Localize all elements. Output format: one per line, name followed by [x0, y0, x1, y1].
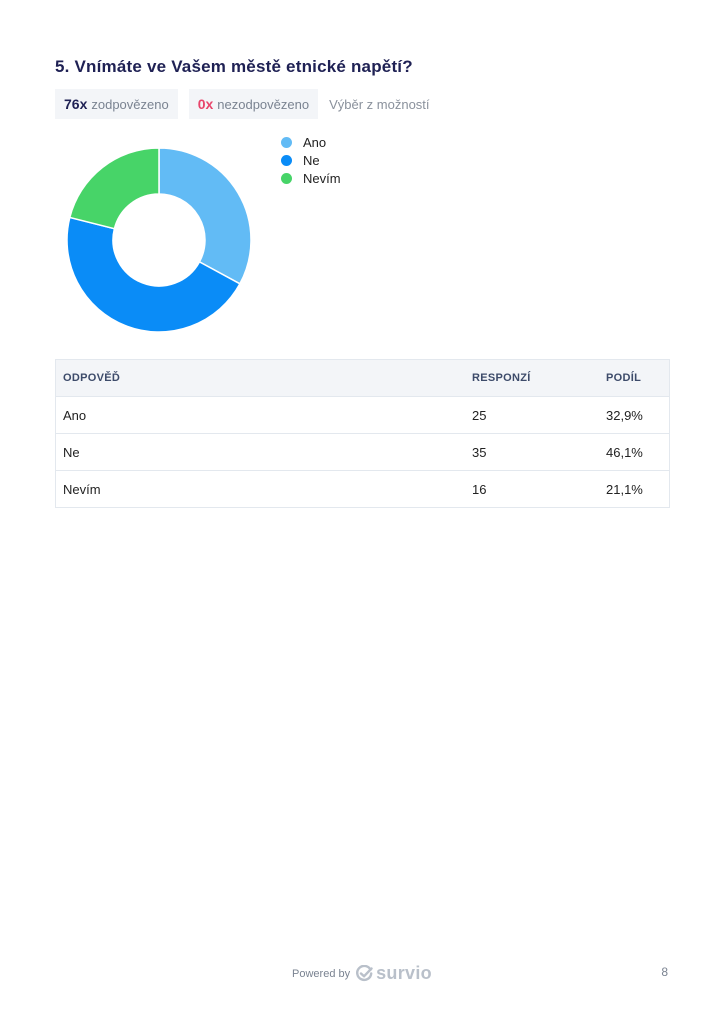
row-responses: 16 [465, 470, 599, 508]
row-answer: Ano [55, 396, 465, 434]
row-responses: 35 [465, 433, 599, 471]
powered-by-label: Powered by [292, 967, 351, 980]
row-responses: 25 [465, 396, 599, 434]
legend-dot-icon [281, 136, 292, 148]
responses-table: ODPOVĚĎ RESPONZÍ PODÍL Ano 25 32,9% Ne 3… [55, 359, 670, 508]
legend-label: Ano [303, 134, 327, 150]
survio-logo[interactable]: survio [356, 963, 432, 984]
legend-item: Nevím [281, 169, 341, 187]
legend-label: Nevím [303, 170, 341, 186]
question-type: Výběr z možností [329, 96, 430, 112]
row-share: 32,9% [599, 396, 670, 434]
answered-count: 76x [64, 96, 88, 112]
page-number: 8 [661, 965, 668, 979]
legend-item: Ano [281, 133, 341, 151]
table-row: Nevím 16 21,1% [55, 470, 670, 508]
survio-check-icon [356, 965, 373, 982]
table-header-row: ODPOVĚĎ RESPONZÍ PODÍL [55, 359, 670, 397]
chart-legend: Ano Ne Nevím [281, 133, 341, 187]
donut-slice-ne [66, 216, 241, 333]
header-responses: RESPONZÍ [465, 359, 599, 397]
legend-item: Ne [281, 151, 341, 169]
brand-name: survio [376, 963, 432, 983]
donut-slice-nevím [68, 147, 160, 230]
donut-slice-ano [158, 147, 252, 285]
legend-label: Ne [303, 152, 320, 168]
row-answer: Nevím [55, 470, 465, 508]
header-answer: ODPOVĚĎ [55, 359, 465, 397]
unanswered-badge: 0x nezodpovězeno [188, 89, 319, 119]
question-title: 5. Vnímáte ve Vašem městě etnické napětí… [55, 57, 413, 76]
table-row: Ne 35 46,1% [55, 433, 670, 471]
header-share: PODÍL [599, 359, 670, 397]
row-share: 21,1% [599, 470, 670, 508]
row-share: 46,1% [599, 433, 670, 471]
response-stats: 76x zodpovězeno 0x nezodpovězeno Výběr z… [55, 89, 430, 119]
legend-dot-icon [281, 154, 292, 166]
legend-dot-icon [281, 172, 292, 184]
table-row: Ano 25 32,9% [55, 396, 670, 434]
donut-chart [66, 147, 252, 333]
unanswered-count: 0x [197, 96, 214, 112]
row-answer: Ne [55, 433, 465, 471]
answered-label: zodpovězeno [91, 96, 169, 112]
unanswered-label: nezodpovězeno [217, 96, 310, 112]
answered-badge: 76x zodpovězeno [55, 89, 178, 119]
footer: Powered by survio [0, 963, 724, 984]
